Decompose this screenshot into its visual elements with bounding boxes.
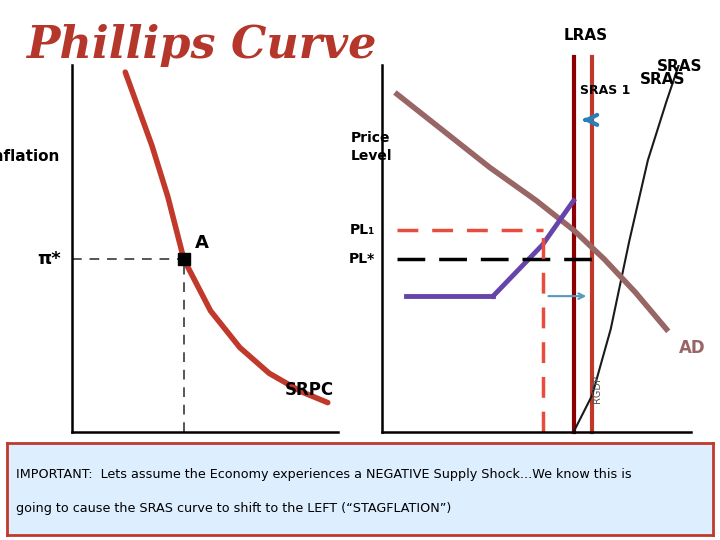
Text: Price
Level: Price Level [351, 131, 392, 163]
Text: LRAS: LRAS [564, 28, 608, 43]
Text: IMPORTANT:  Lets assume the Economy experiences a NEGATIVE Supply Shock...We kno: IMPORTANT: Lets assume the Economy exper… [16, 468, 631, 482]
Text: NRU: NRU [166, 454, 202, 469]
Text: PL*: PL* [349, 252, 375, 266]
Text: RGDP1: RGDP1 [523, 450, 562, 461]
Text: Inflation: Inflation [0, 149, 60, 164]
Text: PL₁: PL₁ [350, 223, 375, 237]
Text: Real GDP: Real GDP [497, 457, 576, 472]
Text: Unemployment: Unemployment [140, 471, 271, 487]
Text: SRAS: SRAS [657, 59, 702, 75]
Text: going to cause the SRAS curve to shift to the LEFT (“STAGFLATION”): going to cause the SRAS curve to shift t… [16, 502, 451, 515]
Text: SRAS: SRAS [639, 72, 685, 87]
Text: π*: π* [37, 251, 61, 268]
Text: SRAS 1: SRAS 1 [580, 84, 630, 97]
Text: Phillips Curve: Phillips Curve [27, 24, 377, 68]
Text: RGDP: RGDP [592, 375, 602, 403]
Text: SRPC: SRPC [285, 381, 334, 399]
Text: A: A [194, 234, 208, 252]
Text: FE: FE [582, 450, 603, 465]
Text: AD: AD [679, 339, 706, 356]
